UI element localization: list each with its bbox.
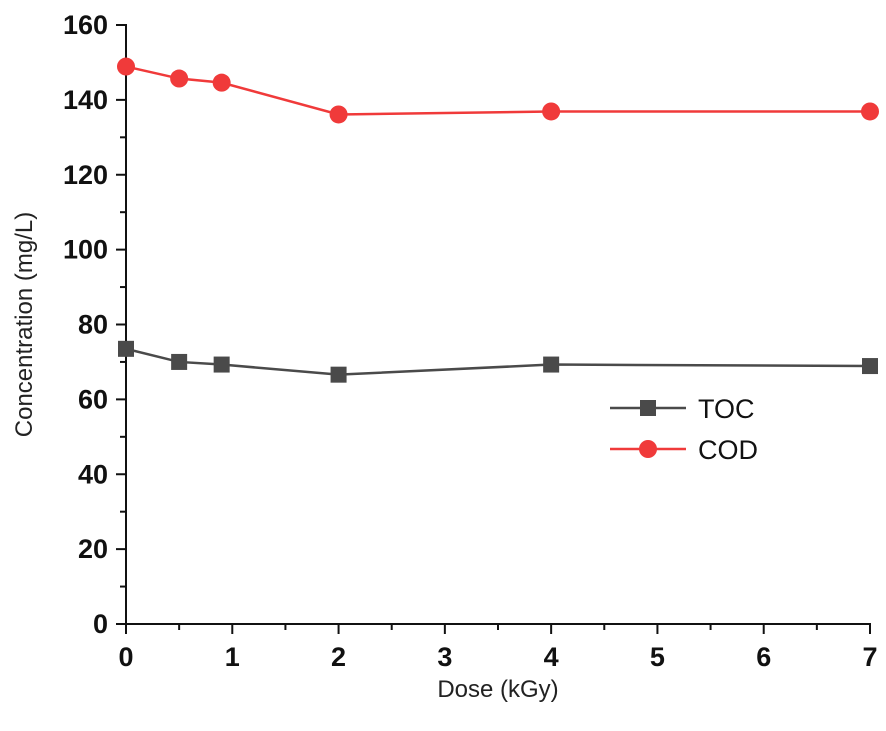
y-tick-label: 0	[93, 609, 108, 639]
toc-point	[213, 356, 230, 373]
y-tick-label: 120	[63, 160, 108, 190]
legend-item-cod: COD	[610, 435, 758, 465]
series-cod	[117, 57, 879, 124]
axes: 0 20 40 60 80 100 120 140 160 0 1 2 3 4 5 6 7	[63, 10, 878, 672]
series-layer	[117, 57, 879, 383]
series-toc	[118, 340, 878, 383]
cod-point	[212, 73, 231, 92]
y-tick-label: 160	[63, 10, 108, 40]
legend-label: TOC	[698, 394, 755, 424]
legend-label: COD	[698, 435, 758, 465]
cod-point	[542, 102, 561, 121]
cod-line	[125, 65, 870, 116]
y-tick-label: 140	[63, 85, 108, 115]
y-tick-label: 100	[63, 235, 108, 265]
x-tick-label: 2	[331, 642, 346, 672]
cod-point	[117, 57, 135, 76]
x-tick-label: 6	[756, 642, 771, 672]
x-tick-label: 5	[650, 642, 665, 672]
toc-point	[171, 353, 188, 370]
x-tick-label: 3	[437, 642, 452, 672]
legend-marker-square	[640, 400, 656, 416]
y-axis-title: Concentration (mg/L)	[11, 212, 38, 437]
toc-point	[118, 340, 134, 357]
toc-point	[543, 356, 560, 373]
cod-point	[861, 102, 879, 121]
toc-point	[330, 366, 347, 383]
x-tick-label: 0	[118, 642, 133, 672]
cod-point	[329, 105, 348, 124]
y-tick-label: 20	[78, 534, 108, 564]
toc-line	[125, 347, 871, 376]
y-tick-label: 80	[78, 310, 108, 340]
y-tick-label: 40	[78, 459, 108, 489]
y-tick-label: 60	[78, 384, 108, 414]
x-tick-label: 4	[544, 642, 559, 672]
toc-point	[862, 358, 878, 375]
legend-item-toc: TOC	[610, 394, 755, 424]
x-tick-label: 1	[225, 642, 240, 672]
x-tick-label: 7	[862, 642, 877, 672]
legend-marker-circle	[639, 440, 657, 458]
cod-point	[170, 69, 189, 88]
legend: TOC COD	[610, 394, 758, 465]
x-axis-title: Dose (kGy)	[437, 676, 558, 703]
